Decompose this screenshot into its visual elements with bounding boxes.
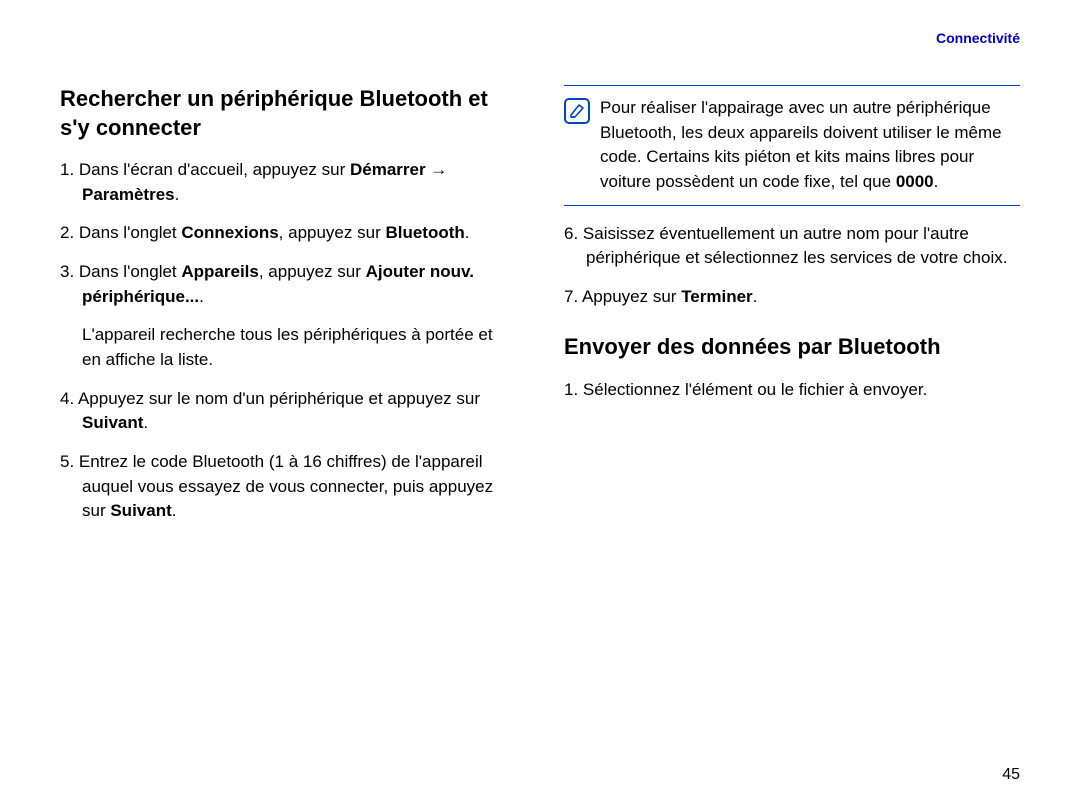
step-2-e: . [465,223,470,242]
step-3-b: Appareils [181,262,258,281]
step-5-b: Suivant [110,501,171,520]
step-4: 4. Appuyez sur le nom d'un périphérique … [60,387,516,436]
step-2-c: , appuyez sur [279,223,386,242]
step-1-text-c: . [175,185,180,204]
step-2: 2. Dans l'onglet Connexions, appuyez sur… [60,221,516,246]
step-3-e: . [199,287,204,306]
heading-send-bluetooth: Envoyer des données par Bluetooth [564,333,1020,362]
heading-search-bluetooth: Rechercher un périphérique Bluetooth et … [60,85,516,142]
step-3: 3. Dans l'onglet Appareils, appuyez sur … [60,260,516,309]
step-3-a: 3. Dans l'onglet [60,262,181,281]
step-2-b: Connexions [181,223,278,242]
step-4-a: 4. Appuyez sur le nom d'un périphérique … [60,389,480,408]
step-3-sub: L'appareil recherche tous les périphériq… [60,323,516,372]
note-text: Pour réaliser l'appairage avec un autre … [600,96,1020,195]
right-column: Pour réaliser l'appairage avec un autre … [564,85,1020,538]
step-5: 5. Entrez le code Bluetooth (1 à 16 chif… [60,450,516,524]
step-4-b: Suivant [82,413,143,432]
page-number: 45 [1002,766,1020,784]
step-6: 6. Saisissez éventuellement un autre nom… [564,222,1020,271]
two-column-layout: Rechercher un périphérique Bluetooth et … [60,85,1020,538]
section-header-label: Connectivité [936,30,1020,46]
step-3-c: , appuyez sur [259,262,366,281]
h2-step-1: 1. Sélectionnez l'élément ou le fichier … [564,378,1020,403]
note-box: Pour réaliser l'appairage avec un autre … [564,85,1020,206]
note-a: Pour réaliser l'appairage avec un autre … [600,98,1002,191]
step-7-b: Terminer [681,287,753,306]
step-7-a: 7. Appuyez sur [564,287,681,306]
note-b: 0000 [896,172,934,191]
step-2-d: Bluetooth [385,223,464,242]
note-c: . [934,172,939,191]
step-5-c: . [172,501,177,520]
step-4-c: . [143,413,148,432]
manual-page: Connectivité Rechercher un périphérique … [0,0,1080,810]
step-1-text-a: 1. Dans l'écran d'accueil, appuyez sur [60,160,350,179]
step-7-c: . [753,287,758,306]
step-1: 1. Dans l'écran d'accueil, appuyez sur D… [60,158,516,207]
step-7: 7. Appuyez sur Terminer. [564,285,1020,310]
step-2-a: 2. Dans l'onglet [60,223,181,242]
note-icon [564,98,590,124]
left-column: Rechercher un périphérique Bluetooth et … [60,85,516,538]
